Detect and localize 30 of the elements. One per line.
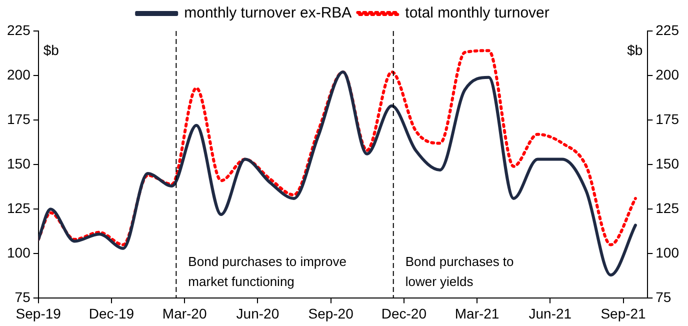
line-series [38,70,637,277]
y-tick-label: 100 [7,244,31,261]
y2-tick-label: 100 [656,244,680,261]
x-tick-label: Dec-19 [88,305,134,322]
y-tick-label: 225 [7,22,31,38]
y2-tick-label: 125 [656,200,680,216]
y2-tick-label: 200 [656,66,680,82]
annotation: Bond purchases to lower yields [405,254,514,290]
x-tick-label: Sep-19 [16,305,62,322]
y-tick-label: 200 [7,66,31,82]
x-tick-label: Sep-21 [600,305,646,322]
x-tick-label: Dec-20 [381,305,427,322]
x-tick-label: Mar-21 [454,305,500,322]
x-tick-label: Sep-20 [308,305,354,322]
y2-tick-label: 225 [656,22,680,38]
y-tick-label: 150 [7,155,31,172]
y2-tick-label: 175 [656,110,680,127]
annotation: Bond purchases to improve market functioning [188,254,346,290]
y-tick-label: 75 [14,289,31,306]
legend-label: monthly turnover ex-RBA [184,4,352,22]
y2-tick-label: 150 [656,155,680,172]
x-tick-label: Jun-21 [528,305,572,322]
y2-tick-label: 75 [656,289,672,306]
y-tick-label: 125 [7,200,31,216]
x-tick-label: Jun-20 [236,305,280,322]
y-tick-label: 175 [7,110,31,127]
legend-label: total monthly turnover [405,4,550,22]
y2-axis-title: $b [627,42,643,58]
x-tick-label: Mar-20 [162,305,207,322]
y-axis-title: $b [43,42,60,58]
